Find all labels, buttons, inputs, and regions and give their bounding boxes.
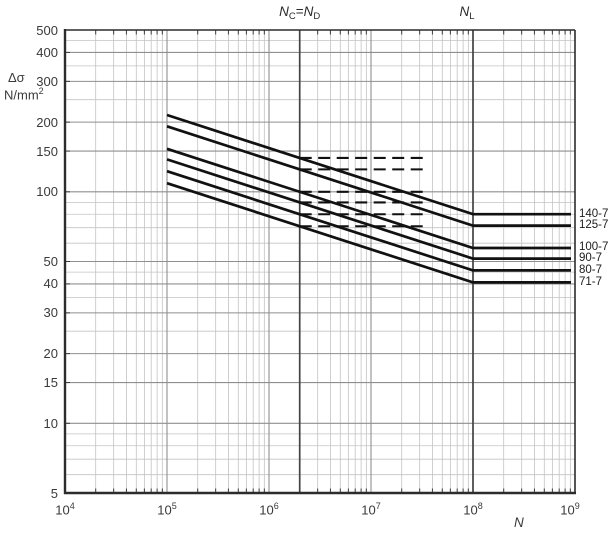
y-tick-label: 300 xyxy=(36,73,58,89)
curve-label-100-7: 100-7 xyxy=(579,241,609,254)
x-tick-exponent: 6 xyxy=(273,501,279,511)
x-tick-base: 10 xyxy=(361,502,376,518)
refline-label-nd-symbol: N xyxy=(303,4,314,19)
x-tick-base: 10 xyxy=(157,502,172,518)
x-tick-exponent: 5 xyxy=(171,501,177,511)
sn-curve-100-7 xyxy=(166,147,571,250)
refline-label-nl-subscript: L xyxy=(469,11,475,22)
x-tick-base: 10 xyxy=(560,502,575,518)
refline-label-nc-symbol: N xyxy=(279,4,289,19)
x-tick-label: 107 xyxy=(361,501,381,518)
y-tick-label: 30 xyxy=(43,305,58,321)
refline-label-nl-symbol: N xyxy=(459,4,470,19)
x-tick-label: 104 xyxy=(55,501,75,518)
x-tick-base: 10 xyxy=(55,502,70,518)
x-tick-base: 10 xyxy=(259,502,274,518)
y-tick-label: 200 xyxy=(36,114,58,130)
refline-label-nc-nd: NC=ND xyxy=(279,5,320,22)
x-tick-exponent: 8 xyxy=(477,501,483,511)
refline-label-nl: NL xyxy=(459,5,474,22)
y-tick-label: 5 xyxy=(50,485,58,501)
curve-label-80-7: 80-7 xyxy=(579,263,603,276)
y-axis-unit-nmm2: N/mm2 xyxy=(4,86,44,103)
x-tick-base: 10 xyxy=(463,502,478,518)
y-tick-label: 500 xyxy=(36,22,58,38)
y-tick-label: 40 xyxy=(43,276,58,292)
y-axis-unit-nmm2-exponent: 2 xyxy=(38,86,44,96)
x-axis-name: N xyxy=(514,515,524,530)
x-tick-exponent: 9 xyxy=(574,501,580,511)
x-tick-label: 109 xyxy=(560,501,580,518)
sn-curve-71-7 xyxy=(166,181,571,284)
y-axis-unit-nmm2-base: N/mm xyxy=(4,87,39,103)
x-tick-label: 106 xyxy=(259,501,279,518)
sn-curve-80-7 xyxy=(166,169,571,272)
y-tick-label: 10 xyxy=(43,415,58,431)
curve-label-140-7: 140-7 xyxy=(579,207,609,220)
y-tick-label: 50 xyxy=(43,254,58,269)
y-tick-label: 100 xyxy=(36,184,58,200)
y-tick-label: 15 xyxy=(43,375,58,391)
plot-border-top-right xyxy=(65,29,576,493)
plot-border-left-bottom xyxy=(63,29,576,495)
y-axis-unit-delta-sigma: Δσ xyxy=(8,70,25,85)
curve-label-90-7: 90-7 xyxy=(579,252,603,265)
refline-label-nd-subscript: D xyxy=(313,11,321,22)
sn-curve-125-7 xyxy=(166,125,571,227)
refline-label-nc-subscript: C xyxy=(288,11,296,22)
refline-label-equals: = xyxy=(295,4,304,19)
x-tick-exponent: 7 xyxy=(375,501,381,511)
y-tick-label: 150 xyxy=(36,143,58,159)
sn-curve-140-7 xyxy=(166,113,571,216)
y-tick-label: 20 xyxy=(43,346,58,362)
sn-curve-90-7 xyxy=(166,158,571,260)
x-tick-exponent: 4 xyxy=(69,501,75,511)
x-tick-label: 108 xyxy=(463,501,483,518)
curve-label-71-7: 71-7 xyxy=(579,275,603,288)
curve-label-125-7: 125-7 xyxy=(579,219,609,232)
x-tick-label: 105 xyxy=(157,501,177,518)
y-tick-label: 400 xyxy=(36,44,58,60)
